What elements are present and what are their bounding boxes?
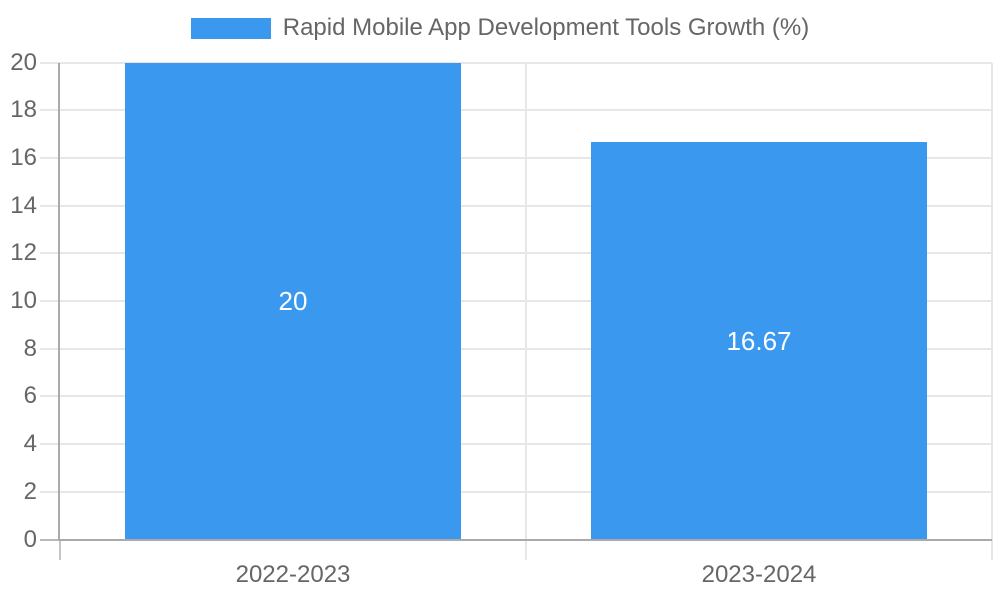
chart-legend[interactable]: Rapid Mobile App Development Tools Growt… — [0, 14, 1000, 42]
y-tick-mark — [40, 395, 60, 398]
x-axis-line — [60, 538, 992, 541]
y-tick-label: 16 — [10, 143, 37, 171]
y-axis-line — [58, 62, 60, 541]
y-tick-mark — [40, 156, 60, 159]
x-gridline — [991, 62, 993, 540]
y-tick-label: 10 — [10, 287, 37, 314]
x-tick-mark — [525, 539, 527, 560]
y-tick-label: 6 — [23, 382, 37, 410]
x-tick-label: 2022-2023 — [235, 561, 351, 588]
bar — [125, 62, 461, 540]
bar-value-label: 20 — [278, 286, 308, 316]
y-tick-mark — [40, 204, 60, 207]
x-tick-label: 2023-2024 — [701, 561, 817, 588]
y-tick-mark — [40, 347, 60, 350]
y-tick-label: 2 — [23, 477, 37, 505]
y-tick-mark — [40, 443, 60, 446]
y-tick-label: 18 — [10, 96, 37, 124]
y-tick-mark — [40, 109, 60, 112]
y-tick-label: 4 — [23, 430, 37, 458]
y-tick-mark — [40, 538, 60, 541]
y-tick-mark — [40, 61, 60, 64]
x-gridline — [525, 62, 527, 540]
y-tick-mark — [40, 252, 60, 255]
x-tick-mark — [991, 539, 993, 560]
y-tick-label: 20 — [10, 48, 37, 76]
y-tick-mark — [40, 300, 60, 302]
bar — [591, 141, 927, 540]
y-tick-label: 12 — [10, 239, 37, 267]
legend-swatch — [190, 17, 271, 39]
y-tick-label: 8 — [23, 334, 37, 362]
y-tick-label: 14 — [10, 191, 37, 219]
bar-value-label: 16.67 — [726, 325, 792, 356]
y-tick-label: 0 — [23, 525, 37, 553]
y-tick-mark — [40, 490, 60, 493]
legend-label: Rapid Mobile App Development Tools Growt… — [282, 14, 810, 41]
x-tick-mark — [59, 539, 61, 560]
